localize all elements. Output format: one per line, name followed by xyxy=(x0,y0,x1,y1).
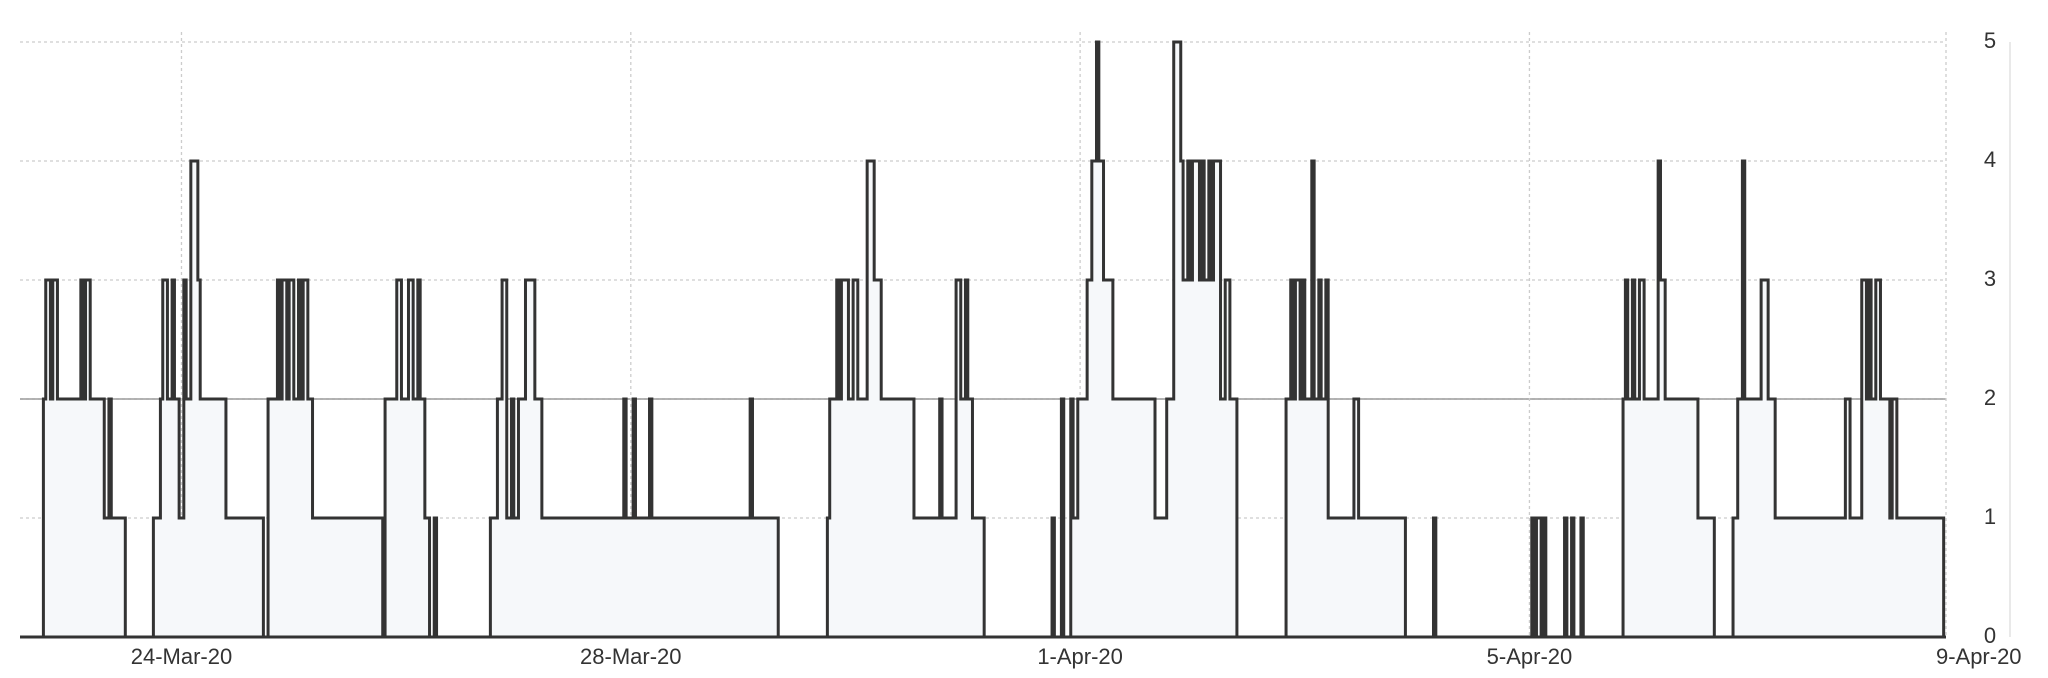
line xyxy=(41,40,1946,639)
y-tick-label: 2 xyxy=(1984,385,1996,410)
y-tick-label: 1 xyxy=(1984,504,1996,529)
x-tick-label: 5-Apr-20 xyxy=(1487,644,1573,669)
y-tick-label: 4 xyxy=(1984,147,1996,172)
x-tick-label: 9-Apr-20 xyxy=(1936,644,2022,669)
x-tick-label: 28-Mar-20 xyxy=(580,644,681,669)
x-tick-label: 24-Mar-20 xyxy=(131,644,232,669)
y-tick-label: 5 xyxy=(1984,28,1996,53)
area xyxy=(41,42,1944,637)
x-tick-label: 1-Apr-20 xyxy=(1037,644,1123,669)
y-tick-label: 3 xyxy=(1984,266,1996,291)
y-tick-label: 0 xyxy=(1984,623,1996,648)
